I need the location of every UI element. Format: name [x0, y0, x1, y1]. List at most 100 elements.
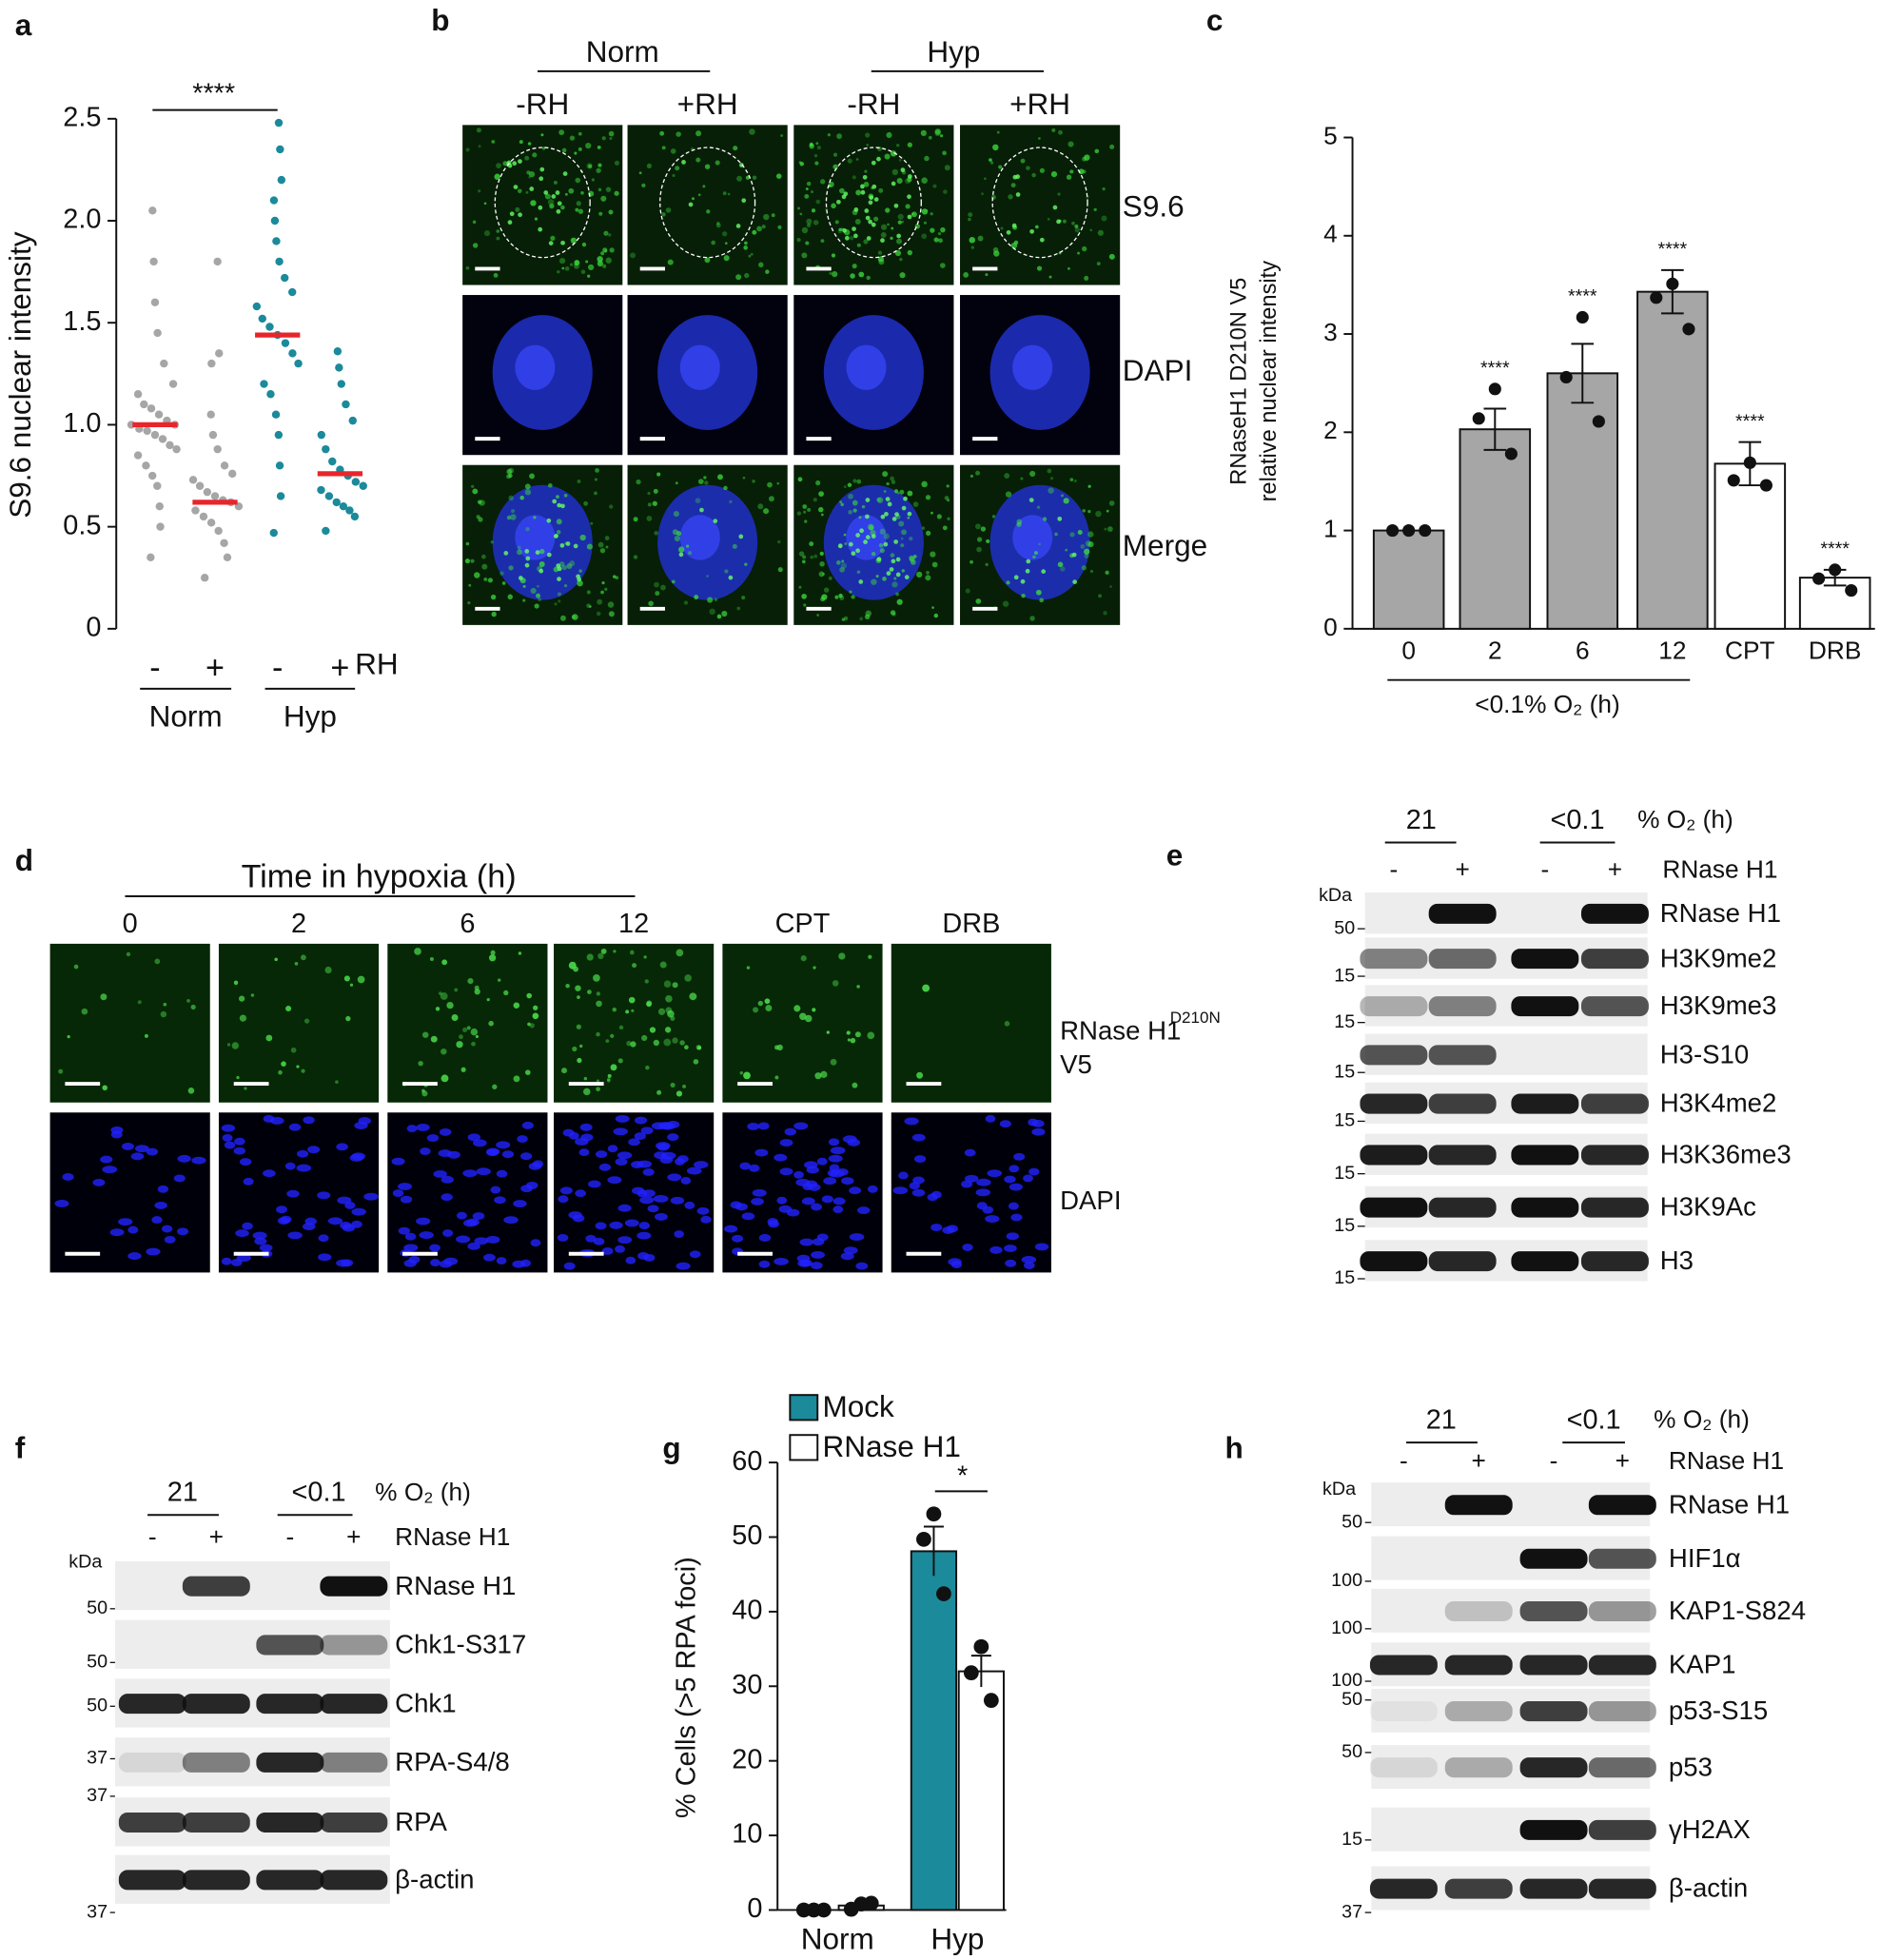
- data-point: [220, 461, 229, 470]
- kda-label: kDa: [69, 1551, 102, 1572]
- focus: [488, 954, 497, 962]
- focus: [704, 164, 711, 169]
- focus: [1002, 600, 1009, 607]
- nucleus: [363, 1192, 379, 1201]
- focus: [907, 142, 912, 147]
- data-point: [973, 1638, 989, 1655]
- column-label: -RH: [516, 87, 569, 121]
- focus: [290, 1047, 297, 1053]
- treatment-sign: +: [1455, 855, 1469, 884]
- focus: [1061, 494, 1065, 498]
- nucleus: [443, 1257, 459, 1265]
- focus: [721, 231, 728, 237]
- focus: [304, 1018, 310, 1024]
- focus: [942, 525, 948, 531]
- focus: [1066, 174, 1072, 180]
- focus: [577, 1057, 582, 1064]
- focus: [588, 264, 595, 271]
- focus: [928, 135, 932, 140]
- blot-band: [1428, 996, 1497, 1017]
- focus: [882, 471, 889, 478]
- focus: [605, 186, 612, 192]
- nucleus: [670, 1196, 685, 1205]
- nucleus: [585, 1234, 597, 1243]
- focus: [893, 489, 899, 494]
- focus: [815, 199, 821, 205]
- nucleus: [472, 1212, 485, 1220]
- focus: [847, 158, 852, 164]
- focus: [942, 150, 947, 156]
- channel-label: V5: [1060, 1049, 1092, 1079]
- micrograph: [554, 943, 715, 1103]
- focus: [721, 611, 728, 617]
- focus: [854, 219, 861, 225]
- focus: [968, 212, 973, 218]
- y-axis-label: RNaseH1 D210N V5: [1227, 278, 1252, 485]
- focus: [895, 557, 901, 562]
- focus: [539, 561, 545, 568]
- blot-band: [1580, 903, 1649, 924]
- blot-band: [320, 1635, 388, 1656]
- nucleus: [904, 1117, 919, 1126]
- row-label: Merge: [1123, 528, 1207, 562]
- focus: [238, 995, 245, 1002]
- focus: [865, 132, 871, 138]
- focus: [921, 233, 928, 240]
- focus: [421, 1090, 428, 1097]
- nucleus: [1013, 1152, 1026, 1161]
- blot-band: [320, 1576, 388, 1597]
- data-point: [172, 444, 181, 454]
- focus: [850, 273, 855, 279]
- focus: [560, 205, 565, 210]
- focus: [855, 548, 860, 554]
- nucleus: [177, 1227, 189, 1236]
- focus: [597, 598, 603, 605]
- focus: [617, 1058, 623, 1064]
- nucleus: [252, 1231, 267, 1240]
- focus: [1057, 516, 1063, 521]
- focus: [609, 137, 613, 141]
- data-point: [223, 553, 232, 561]
- focus: [697, 193, 701, 197]
- focus: [891, 168, 899, 176]
- focus: [647, 502, 652, 507]
- nucleus: [749, 1164, 760, 1172]
- focus: [538, 226, 543, 232]
- focus: [600, 195, 607, 202]
- nucleus: [473, 1139, 487, 1147]
- focus: [546, 518, 552, 523]
- focus: [570, 237, 578, 245]
- nucleus: [406, 1125, 418, 1133]
- focus: [841, 617, 846, 621]
- focus: [516, 549, 522, 556]
- nucleus: [558, 1195, 569, 1204]
- focus: [647, 491, 651, 496]
- focus: [909, 536, 913, 541]
- focus: [861, 504, 866, 509]
- focus: [1069, 532, 1075, 538]
- focus: [349, 983, 354, 987]
- nucleus: [975, 1188, 991, 1197]
- focus: [519, 495, 525, 500]
- nucleus: [456, 1235, 471, 1244]
- bar: [1546, 372, 1619, 630]
- data-point: [1402, 523, 1416, 538]
- micrograph: [960, 125, 1121, 285]
- focus: [707, 597, 714, 603]
- focus: [478, 189, 481, 193]
- focus: [559, 542, 565, 548]
- focus: [864, 614, 871, 620]
- focus: [1089, 569, 1094, 574]
- focus: [610, 1033, 615, 1038]
- focus: [454, 988, 459, 992]
- focus: [503, 551, 509, 556]
- focus: [456, 1041, 463, 1049]
- focus: [996, 130, 1000, 134]
- nucleus: [639, 1196, 655, 1205]
- blot-band: [1360, 949, 1428, 970]
- focus: [984, 177, 987, 181]
- blot-band: [1519, 1878, 1588, 1899]
- focus: [586, 590, 591, 595]
- focus: [606, 1077, 611, 1082]
- nucleus: [420, 1147, 431, 1155]
